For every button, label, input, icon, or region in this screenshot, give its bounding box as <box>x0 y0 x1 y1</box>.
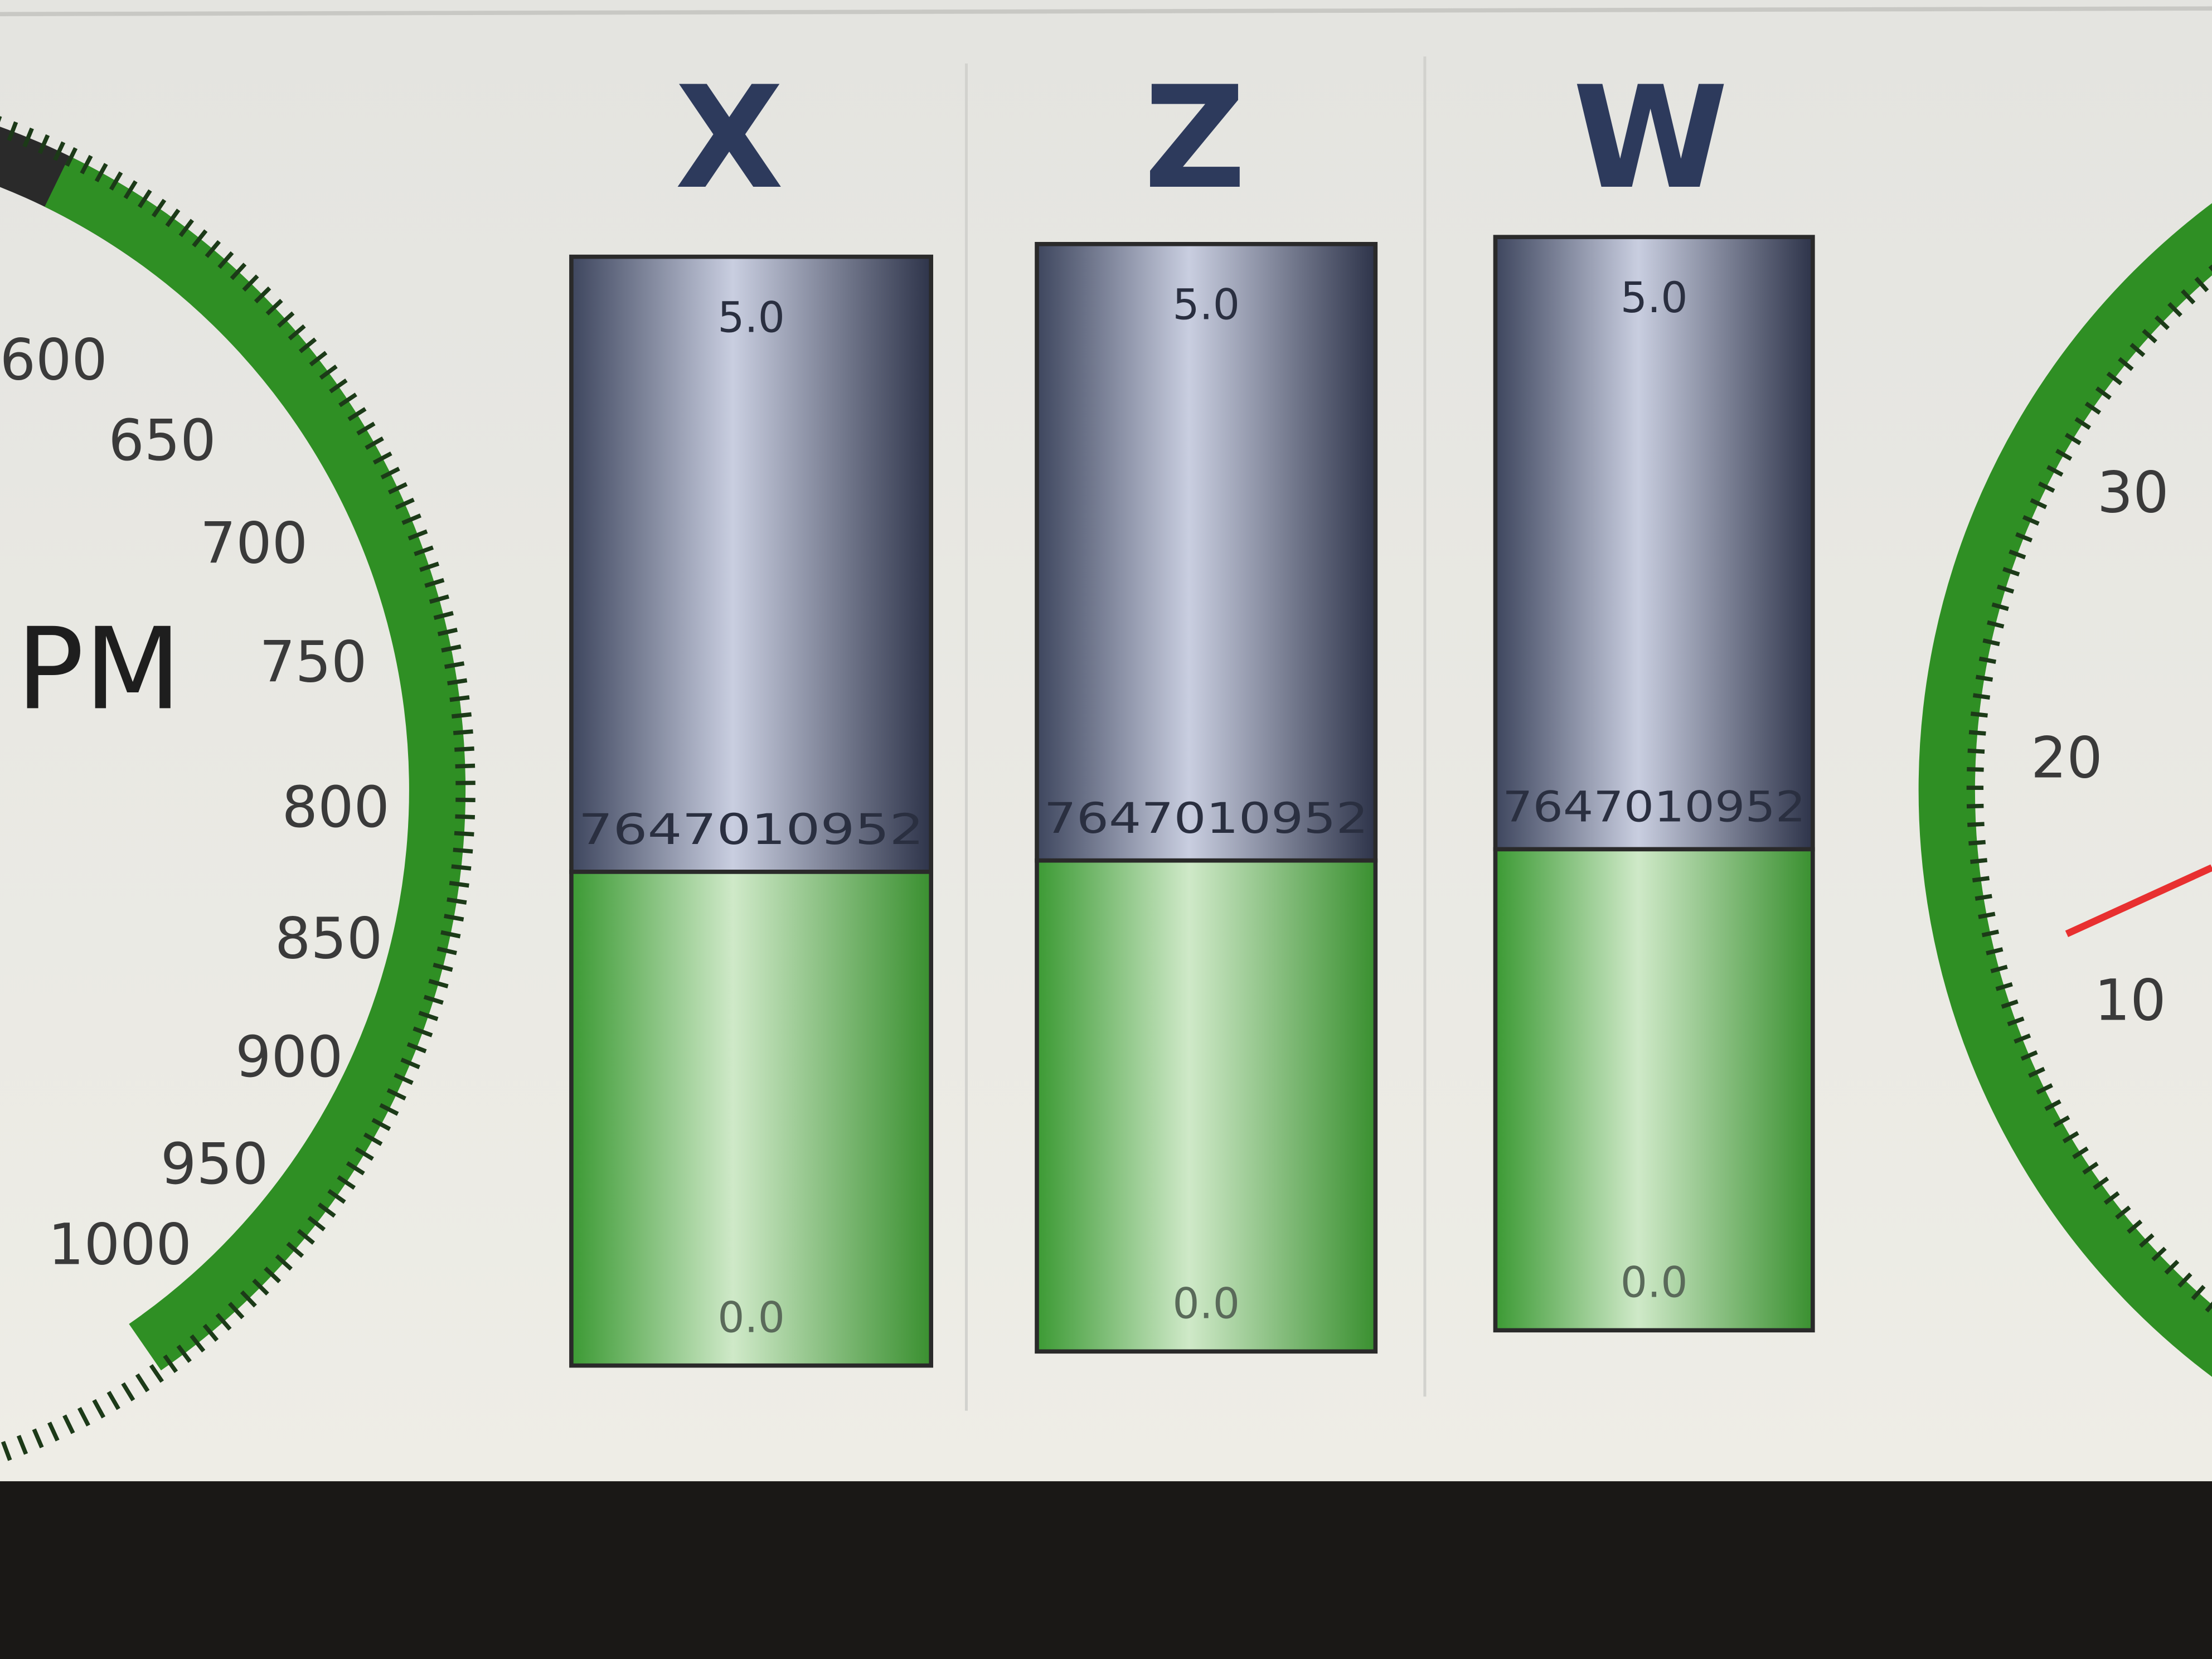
right-gauge <box>1919 203 2212 1377</box>
gauge-tick-label: 850 <box>275 905 382 971</box>
top-border <box>0 6 2212 17</box>
bar-background <box>569 254 933 874</box>
gauge-tick-label: 750 <box>259 629 367 695</box>
gauge-needle <box>2065 864 2212 938</box>
gauge-tick-label: 700 <box>200 511 308 576</box>
bar-fill <box>1035 858 1378 1354</box>
gauge-band <box>1919 203 2212 1377</box>
bar-fill <box>569 870 933 1368</box>
gauge-tick-label: 800 <box>282 774 390 840</box>
bar-background <box>1035 242 1378 863</box>
bar-value-label: 7647010952 <box>1502 783 1806 832</box>
bar-fill <box>1493 847 1815 1333</box>
bar-background <box>1493 235 1815 852</box>
gauge-ticks <box>0 75 476 1506</box>
bar-max-label: 5.0 <box>717 293 785 342</box>
gauge-tick-label: 30 <box>2097 460 2169 526</box>
left-gauge: PM <box>0 75 476 1506</box>
gauge-band <box>0 84 466 1496</box>
bar-value-label: 7647010952 <box>1044 794 1369 843</box>
bar-title: W <box>1573 56 1728 220</box>
gauge-unit: PM <box>16 603 182 735</box>
gauge-tick-label: 600 <box>0 327 108 393</box>
bar-value-label: 7647010952 <box>579 805 924 854</box>
bar-min-label: 0.0 <box>1172 1279 1240 1328</box>
bar-min-label: 0.0 <box>1621 1258 1688 1307</box>
gauge-tick-label: 950 <box>161 1131 268 1197</box>
gauge-tick-label: 10 <box>2094 968 2166 1034</box>
gauge-tick-label: 900 <box>235 1024 343 1090</box>
bar-max-label: 5.0 <box>1172 280 1240 329</box>
bar-title: Z <box>1144 56 1246 220</box>
gauge-tick-label: 20 <box>2031 725 2103 790</box>
gauge-tick-label: 1000 <box>48 1211 192 1277</box>
bar-max-label: 5.0 <box>1621 273 1688 322</box>
gauge-tick-label: 650 <box>108 408 216 473</box>
bar-min-label: 0.0 <box>717 1293 785 1342</box>
bar-title: X <box>675 56 784 220</box>
